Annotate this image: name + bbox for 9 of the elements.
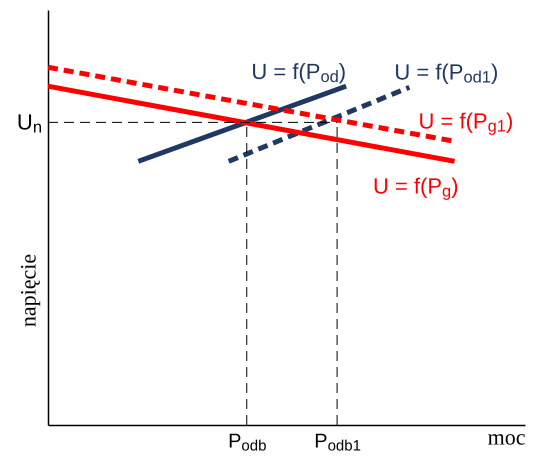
x-axis-title: moc xyxy=(488,424,526,450)
series-label: U = f(P$_{g1}$) xyxy=(418,108,514,136)
series-label: U = f(P$_{g}$) xyxy=(372,173,459,201)
ref-line-label: U$_{n}$ xyxy=(16,109,42,137)
y-axis-title: napięcie xyxy=(16,254,40,328)
x-tick-label: P$_{odb1}$ xyxy=(314,430,361,454)
series-label: U = f(P$_{od1}$) xyxy=(394,59,498,87)
x-tick-label: P$_{odb}$ xyxy=(228,430,266,454)
series-label: U = f(P$_{od}$) xyxy=(251,59,346,87)
